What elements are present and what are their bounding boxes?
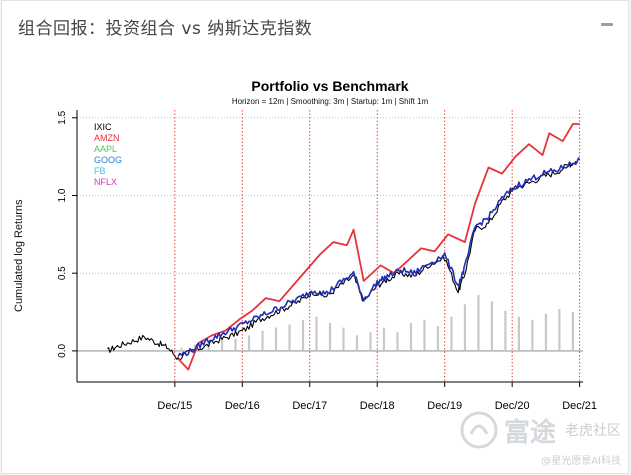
bar (409, 322, 413, 351)
legend-entry-aapl: AAPL (94, 144, 117, 154)
x-tick-label: Dec/17 (292, 400, 327, 412)
y-tick-label: 0.0 (57, 344, 68, 358)
bar (450, 316, 453, 351)
bar (261, 330, 264, 351)
watermark: 富途 老虎社区 @星光愿景AI科技 (459, 410, 621, 467)
x-tick-label: Dec/19 (427, 400, 462, 412)
bar (382, 327, 386, 351)
bar (423, 319, 426, 351)
bar (517, 316, 521, 351)
series-line-amzn (177, 123, 580, 371)
bar (220, 340, 224, 351)
bar (463, 304, 467, 351)
bar (328, 322, 332, 351)
bar (436, 326, 440, 351)
watermark-badge: 老虎社区 (565, 423, 621, 439)
chart-subtitle: Horizon = 12m | Smoothing: 3m | Startup:… (231, 97, 429, 106)
futu-logo-icon (460, 411, 498, 449)
bar (247, 335, 251, 351)
x-tick-label: Dec/21 (562, 400, 597, 412)
y-tick-label: 1.0 (57, 188, 68, 202)
collapse-icon[interactable] (600, 17, 614, 31)
legend-entry-goog: GOOG (94, 155, 122, 165)
bar (504, 310, 507, 351)
x-tick-label: Dec/16 (225, 400, 260, 412)
bar (274, 327, 278, 351)
bar (490, 301, 494, 351)
bar (571, 312, 574, 351)
legend-entry-amzn: AMZN (94, 133, 120, 143)
chart-title: Portfolio vs Benchmark (251, 78, 409, 94)
bar (234, 338, 237, 351)
legend-entry-nflx: NFLX (94, 177, 117, 187)
bar (342, 327, 345, 351)
x-tick-label: Dec/15 (157, 400, 192, 412)
bar (315, 316, 318, 351)
bar (531, 319, 534, 351)
bar (180, 347, 183, 351)
y-tick-label: 0.5 (57, 266, 68, 280)
x-tick-label: Dec/20 (495, 400, 530, 412)
bar (544, 313, 547, 351)
bar (396, 332, 399, 351)
bar (288, 324, 291, 351)
x-tick-label: Dec/18 (360, 400, 395, 412)
bar (301, 319, 305, 351)
watermark-brand: 富途 (503, 417, 556, 448)
y-tick-label: 1.5 (57, 110, 68, 124)
bar (558, 308, 561, 351)
legend-entry-fb: FB (94, 166, 106, 176)
legend-entry-ixic: IXIC (94, 122, 112, 132)
series-line-goog (177, 157, 581, 357)
bar (477, 294, 480, 351)
panel-title: 组合回报：投资组合 vs 纳斯达克指数 (18, 19, 313, 39)
watermark-caption: @星光愿景AI科技 (541, 456, 621, 467)
bar (369, 332, 372, 351)
bar (355, 335, 359, 351)
